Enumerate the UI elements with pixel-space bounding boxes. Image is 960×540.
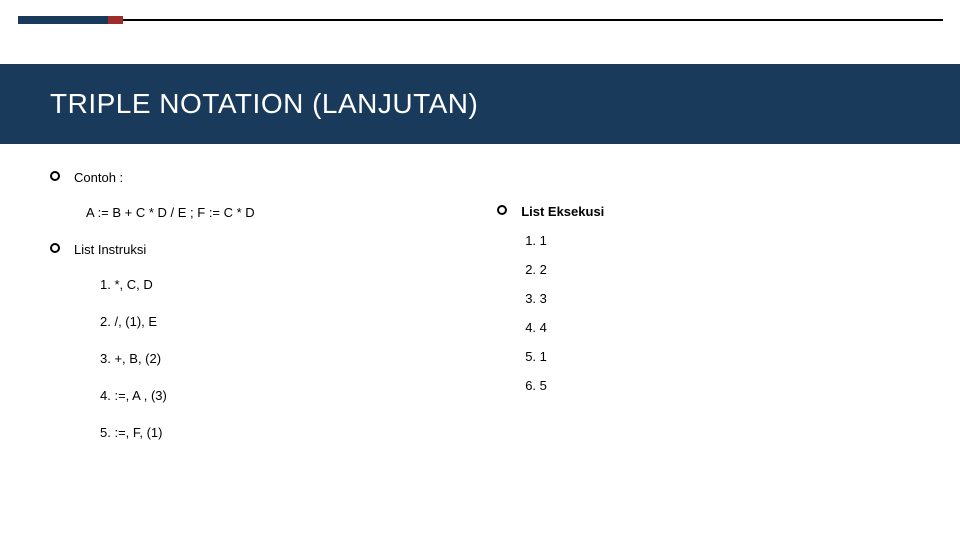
accent-segment-1: [18, 16, 108, 24]
list-item-text: 2. /, (1), E: [100, 314, 157, 329]
list-item: 1. *, C, D: [100, 277, 497, 292]
list-item-text: 5. 1: [525, 349, 547, 364]
list-item-text: 1. 1: [525, 233, 547, 248]
accent-segment-2: [108, 16, 123, 24]
list-item-text: 3. +, B, (2): [100, 351, 161, 366]
list-item: 2. /, (1), E: [100, 314, 497, 329]
expression-text: A := B + C * D / E ; F := C * D: [86, 205, 255, 220]
bullet-icon: [50, 171, 60, 181]
list-item-text: 2. 2: [525, 262, 547, 277]
eksekusi-header-row: List Eksekusi: [497, 204, 910, 219]
list-item: 5. 1: [525, 349, 910, 364]
right-column: List Eksekusi 1. 1 2. 2 3. 3 4. 4 5. 1 6…: [497, 170, 910, 530]
list-item: 2. 2: [525, 262, 910, 277]
list-item-text: 4. 4: [525, 320, 547, 335]
eksekusi-label: List Eksekusi: [521, 204, 604, 219]
list-item-text: 4. :=, A , (3): [100, 388, 167, 403]
instruksi-header-row: List Instruksi: [50, 242, 497, 257]
list-item-text: 5. :=, F, (1): [100, 425, 163, 440]
list-item: 4. 4: [525, 320, 910, 335]
list-item-text: 6. 5: [525, 378, 547, 393]
instruksi-list: 1. *, C, D 2. /, (1), E 3. +, B, (2) 4. …: [50, 277, 497, 440]
bullet-icon: [497, 205, 507, 215]
slide-title: TRIPLE NOTATION (LANJUTAN): [50, 88, 478, 120]
list-item: 1. 1: [525, 233, 910, 248]
accent-bar: [18, 16, 943, 24]
bullet-icon: [50, 243, 60, 253]
list-item: 3. 3: [525, 291, 910, 306]
contoh-row: Contoh :: [50, 170, 497, 185]
list-item: 4. :=, A , (3): [100, 388, 497, 403]
contoh-label: Contoh :: [74, 170, 123, 185]
content-area: Contoh : A := B + C * D / E ; F := C * D…: [50, 170, 910, 530]
title-band: TRIPLE NOTATION (LANJUTAN): [0, 64, 960, 144]
accent-line: [123, 19, 943, 21]
list-item: 5. :=, F, (1): [100, 425, 497, 440]
eksekusi-list: 1. 1 2. 2 3. 3 4. 4 5. 1 6. 5: [497, 233, 910, 393]
left-column: Contoh : A := B + C * D / E ; F := C * D…: [50, 170, 497, 530]
list-item-text: 3. 3: [525, 291, 547, 306]
list-item-text: 1. *, C, D: [100, 277, 153, 292]
list-item: 6. 5: [525, 378, 910, 393]
expression-row: A := B + C * D / E ; F := C * D: [50, 205, 497, 220]
list-item: 3. +, B, (2): [100, 351, 497, 366]
instruksi-label: List Instruksi: [74, 242, 146, 257]
